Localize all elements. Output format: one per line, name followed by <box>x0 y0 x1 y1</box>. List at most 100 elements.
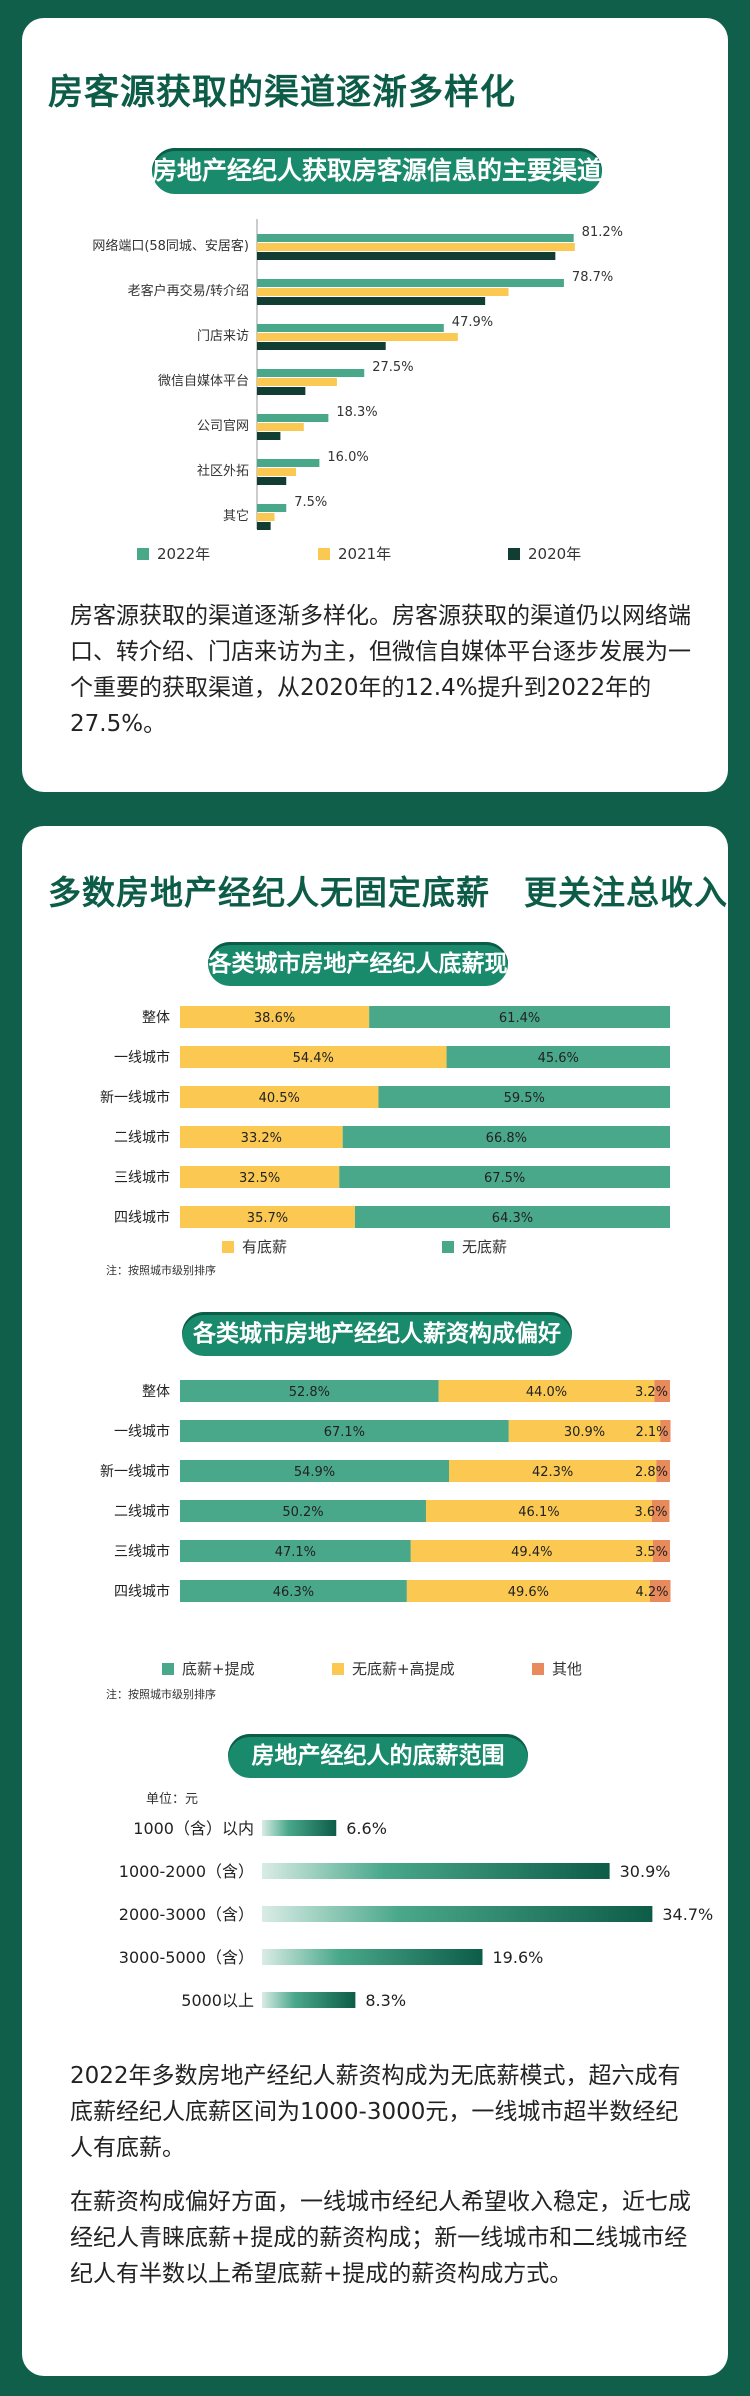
segment-无底薪+高提成 <box>406 1580 650 1602</box>
legend-base-commission: 底薪+提成 <box>162 1658 255 1679</box>
value-label: 8.3% <box>365 1991 406 2010</box>
segment-label: 2.1% <box>635 1425 668 1440</box>
segment-label: 30.9% <box>564 1425 605 1440</box>
bar-2021年 <box>257 288 509 296</box>
range-bar <box>262 1906 653 1922</box>
salary-preference-chart: 整体 52.8% 44.0% 3.2% 一线城市 67.1% 30.9% 2.1% 新一线城市 5… <box>100 1380 671 1602</box>
segment-有底薪 <box>180 1086 379 1108</box>
segment-有底薪 <box>180 1046 447 1068</box>
legend-swatch-other <box>532 1662 544 1675</box>
bar-2020年 <box>257 252 556 260</box>
legend-no-base: 无底薪 <box>442 1236 507 1257</box>
segment-其他 <box>654 1380 670 1402</box>
segment-label: 3.2% <box>635 1385 668 1400</box>
bar-2022年 <box>257 279 564 287</box>
section-title-channels: 房客源获取的渠道逐渐多样化 <box>48 73 517 113</box>
chart-title-base-range: 房地产经纪人的底薪范围 <box>228 1734 528 1778</box>
segment-有底薪 <box>180 1126 343 1148</box>
bar-2022年 <box>257 369 365 377</box>
value-label: 16.0% <box>327 450 368 465</box>
base-salary-chart: 整体 38.6% 61.4% 一线城市 54.4% 45.6% 新一线城市 40.5% 59.5… <box>100 1006 670 1228</box>
bar-2022年 <box>257 459 320 467</box>
category-label: 整体 <box>142 1010 170 1026</box>
segment-label: 52.8% <box>289 1385 330 1400</box>
segment-label: 40.5% <box>259 1091 300 1106</box>
segment-无底薪+高提成 <box>425 1500 652 1522</box>
segment-底薪+提成 <box>180 1580 407 1602</box>
unit-label: 单位：元 <box>146 1792 199 1807</box>
legend-2022: 2022年 <box>137 543 210 564</box>
bar-2020年 <box>257 342 386 350</box>
legend-has-base: 有底薪 <box>222 1236 287 1257</box>
legend-other: 其他 <box>532 1658 582 1679</box>
segment-无底薪 <box>342 1126 670 1148</box>
segment-无底薪+高提成 <box>438 1380 655 1402</box>
segment-label: 4.2% <box>635 1585 668 1600</box>
segment-label: 32.5% <box>239 1171 280 1186</box>
legend-label-has-base: 有底薪 <box>242 1238 288 1256</box>
segment-label: 49.4% <box>511 1545 552 1560</box>
bar-2021年 <box>257 468 296 476</box>
value-label: 6.6% <box>346 1819 387 1838</box>
value-label: 27.5% <box>372 360 413 375</box>
category-label: 三线城市 <box>114 1169 170 1186</box>
legend-label-high-commission: 无底薪+高提成 <box>352 1660 455 1678</box>
segment-无底薪+高提成 <box>508 1420 661 1442</box>
legend-swatch-has-base <box>222 1240 234 1253</box>
bar-2020年 <box>257 477 287 485</box>
category-label: 微信自媒体平台 <box>158 374 249 389</box>
channel-paragraph: 房客源获取的渠道逐渐多样化。房客源获取的渠道仍以网络端口、转介绍、门店来访为主，… <box>70 603 691 737</box>
category-label: 新一线城市 <box>100 1089 170 1106</box>
segment-其他 <box>649 1580 671 1602</box>
segment-label: 44.0% <box>526 1385 567 1400</box>
bar-2021年 <box>257 378 337 386</box>
segment-label: 3.5% <box>635 1545 668 1560</box>
bar-2022年 <box>257 324 444 332</box>
bar-2020年 <box>257 522 271 530</box>
category-label: 5000以上 <box>181 1991 254 2010</box>
segment-其他 <box>656 1460 670 1482</box>
segment-label: 61.4% <box>499 1011 540 1026</box>
segment-无底薪 <box>378 1086 670 1108</box>
segment-label: 38.6% <box>254 1011 295 1026</box>
category-label: 新一线城市 <box>100 1463 170 1480</box>
segment-label: 35.7% <box>247 1211 288 1226</box>
salary-paragraph-2: 在薪资构成偏好方面，一线城市经纪人希望收入稳定，近七成经纪人青睐底薪+提成的薪资… <box>70 2189 691 2287</box>
segment-label: 67.5% <box>484 1171 525 1186</box>
segment-label: 33.2% <box>241 1131 282 1146</box>
segment-其他 <box>652 1540 670 1562</box>
range-bar <box>262 1992 356 2008</box>
segment-底薪+提成 <box>180 1540 411 1562</box>
legend-2020: 2020年 <box>508 543 581 564</box>
bar-2020年 <box>257 297 486 305</box>
value-label: 81.2% <box>582 225 623 240</box>
segment-label: 47.1% <box>275 1545 316 1560</box>
bar-2021年 <box>257 423 304 431</box>
segment-无底薪+高提成 <box>449 1460 657 1482</box>
segment-有底薪 <box>180 1166 340 1188</box>
segment-无底薪+高提成 <box>410 1540 653 1562</box>
segment-label: 2.8% <box>635 1465 668 1480</box>
bar-2020年 <box>257 387 306 395</box>
category-label: 1000（含）以内 <box>133 1819 254 1838</box>
value-label: 30.9% <box>620 1862 671 1881</box>
category-label: 公司官网 <box>197 418 249 434</box>
bar-2020年 <box>257 432 281 440</box>
base-range-chart: 1000（含）以内 6.6% 1000-2000（含） 30.9% 2000-3000（… <box>119 1819 713 2010</box>
segment-label: 46.1% <box>518 1505 559 1520</box>
section-title-salary: 多数房地产经纪人无固定底薪 更关注总收入 <box>48 873 728 912</box>
category-label: 其它 <box>223 508 249 524</box>
bar-2021年 <box>257 513 275 521</box>
segment-label: 50.2% <box>282 1505 323 1520</box>
legend-swatch-2022 <box>137 547 149 560</box>
segment-无底薪 <box>354 1206 670 1228</box>
note-salary-preference: 注：按照城市级别排序 <box>106 1688 216 1701</box>
category-label: 一线城市 <box>114 1049 170 1066</box>
category-label: 网络端口(58同城、安居客) <box>92 238 249 254</box>
category-label: 社区外拓 <box>197 463 249 479</box>
category-label: 二线城市 <box>114 1129 170 1146</box>
category-label: 门店来访 <box>197 329 249 344</box>
category-label: 1000-2000（含） <box>119 1862 254 1881</box>
value-label: 78.7% <box>572 270 613 285</box>
segment-label: 45.6% <box>538 1051 579 1066</box>
